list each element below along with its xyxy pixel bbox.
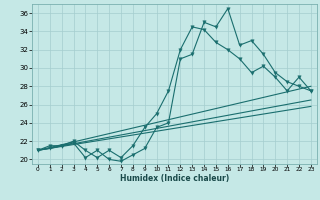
X-axis label: Humidex (Indice chaleur): Humidex (Indice chaleur) <box>120 174 229 183</box>
